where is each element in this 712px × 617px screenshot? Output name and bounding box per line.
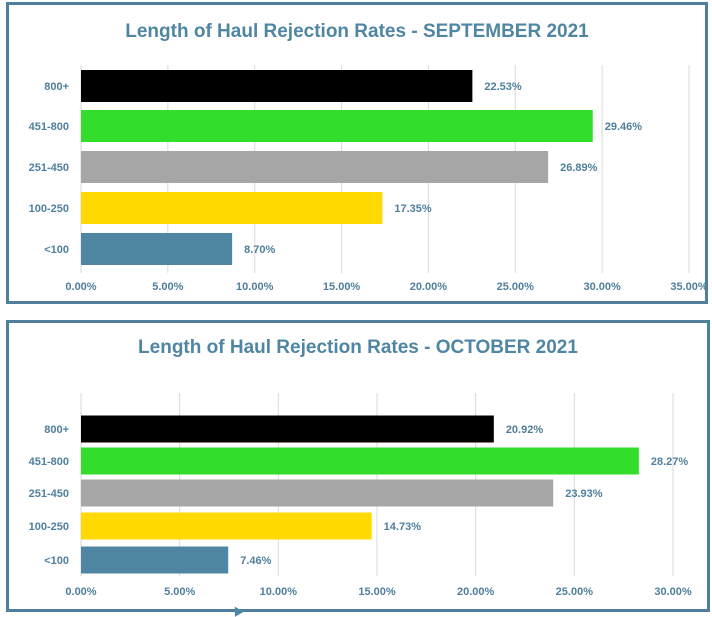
category-label: 251-450 (29, 162, 69, 174)
bar (81, 546, 229, 574)
category-label: <100 (44, 244, 69, 256)
category-label: 800+ (44, 424, 69, 436)
x-tick-label: 20.00% (457, 586, 495, 598)
bar (81, 512, 372, 540)
category-label: 100-250 (29, 521, 69, 533)
category-label: 451-800 (29, 456, 69, 468)
data-label: 22.53% (484, 81, 522, 93)
x-tick-label: 25.00% (556, 586, 594, 598)
bar (81, 479, 554, 507)
category-label: 800+ (44, 81, 69, 93)
x-tick-label: 15.00% (323, 281, 361, 293)
x-tick-label: 15.00% (358, 586, 396, 598)
category-label: 100-250 (29, 203, 69, 215)
october-bar-chart: 0.00% 5.00% 10.00% 15.00% 20.00% 25.00% 30.00%… (29, 393, 692, 598)
september-chart-panel: Length of Haul Rejection Rates - SEPTEMB… (6, 2, 708, 304)
data-label: 17.35% (394, 203, 432, 215)
category-label: 251-450 (29, 488, 69, 500)
bar (81, 233, 233, 265)
bar (81, 110, 593, 142)
data-label: 8.70% (244, 244, 275, 256)
x-tick-label: 30.00% (654, 586, 692, 598)
x-tick-label: 5.00% (164, 586, 195, 598)
data-label: 29.46% (605, 121, 643, 133)
category-label: <100 (44, 555, 69, 567)
x-tick-label: 20.00% (410, 281, 448, 293)
x-tick-label: 0.00% (65, 586, 96, 598)
x-tick-label: 10.00% (236, 281, 274, 293)
september-bar-chart: 0.00% 5.00% 10.00% 15.00% 20.00% 25.00% 30.00%… (29, 65, 708, 293)
x-tick-label: 10.00% (260, 586, 298, 598)
data-label: 26.89% (560, 162, 598, 174)
bar (81, 447, 639, 475)
category-label: 451-800 (29, 121, 69, 133)
data-label: 20.92% (506, 424, 544, 436)
bar (81, 415, 494, 443)
chart-title: Length of Haul Rejection Rates - OCTOBER… (138, 337, 578, 358)
bar (81, 70, 473, 102)
data-label: 28.27% (651, 456, 689, 468)
data-label: 7.46% (240, 555, 271, 567)
x-tick-label: 25.00% (497, 281, 535, 293)
x-tick-label: 35.00% (670, 281, 708, 293)
bar (81, 151, 549, 183)
october-chart-panel: Length of Haul Rejection Rates - OCTOBER… (6, 320, 710, 612)
data-label: 23.93% (565, 488, 603, 500)
chart-title: Length of Haul Rejection Rates - SEPTEMB… (125, 21, 589, 42)
bar (81, 192, 383, 224)
data-label: 14.73% (384, 521, 422, 533)
x-tick-label: 5.00% (152, 281, 183, 293)
x-tick-label: 0.00% (65, 281, 96, 293)
x-tick-label: 30.00% (583, 281, 621, 293)
